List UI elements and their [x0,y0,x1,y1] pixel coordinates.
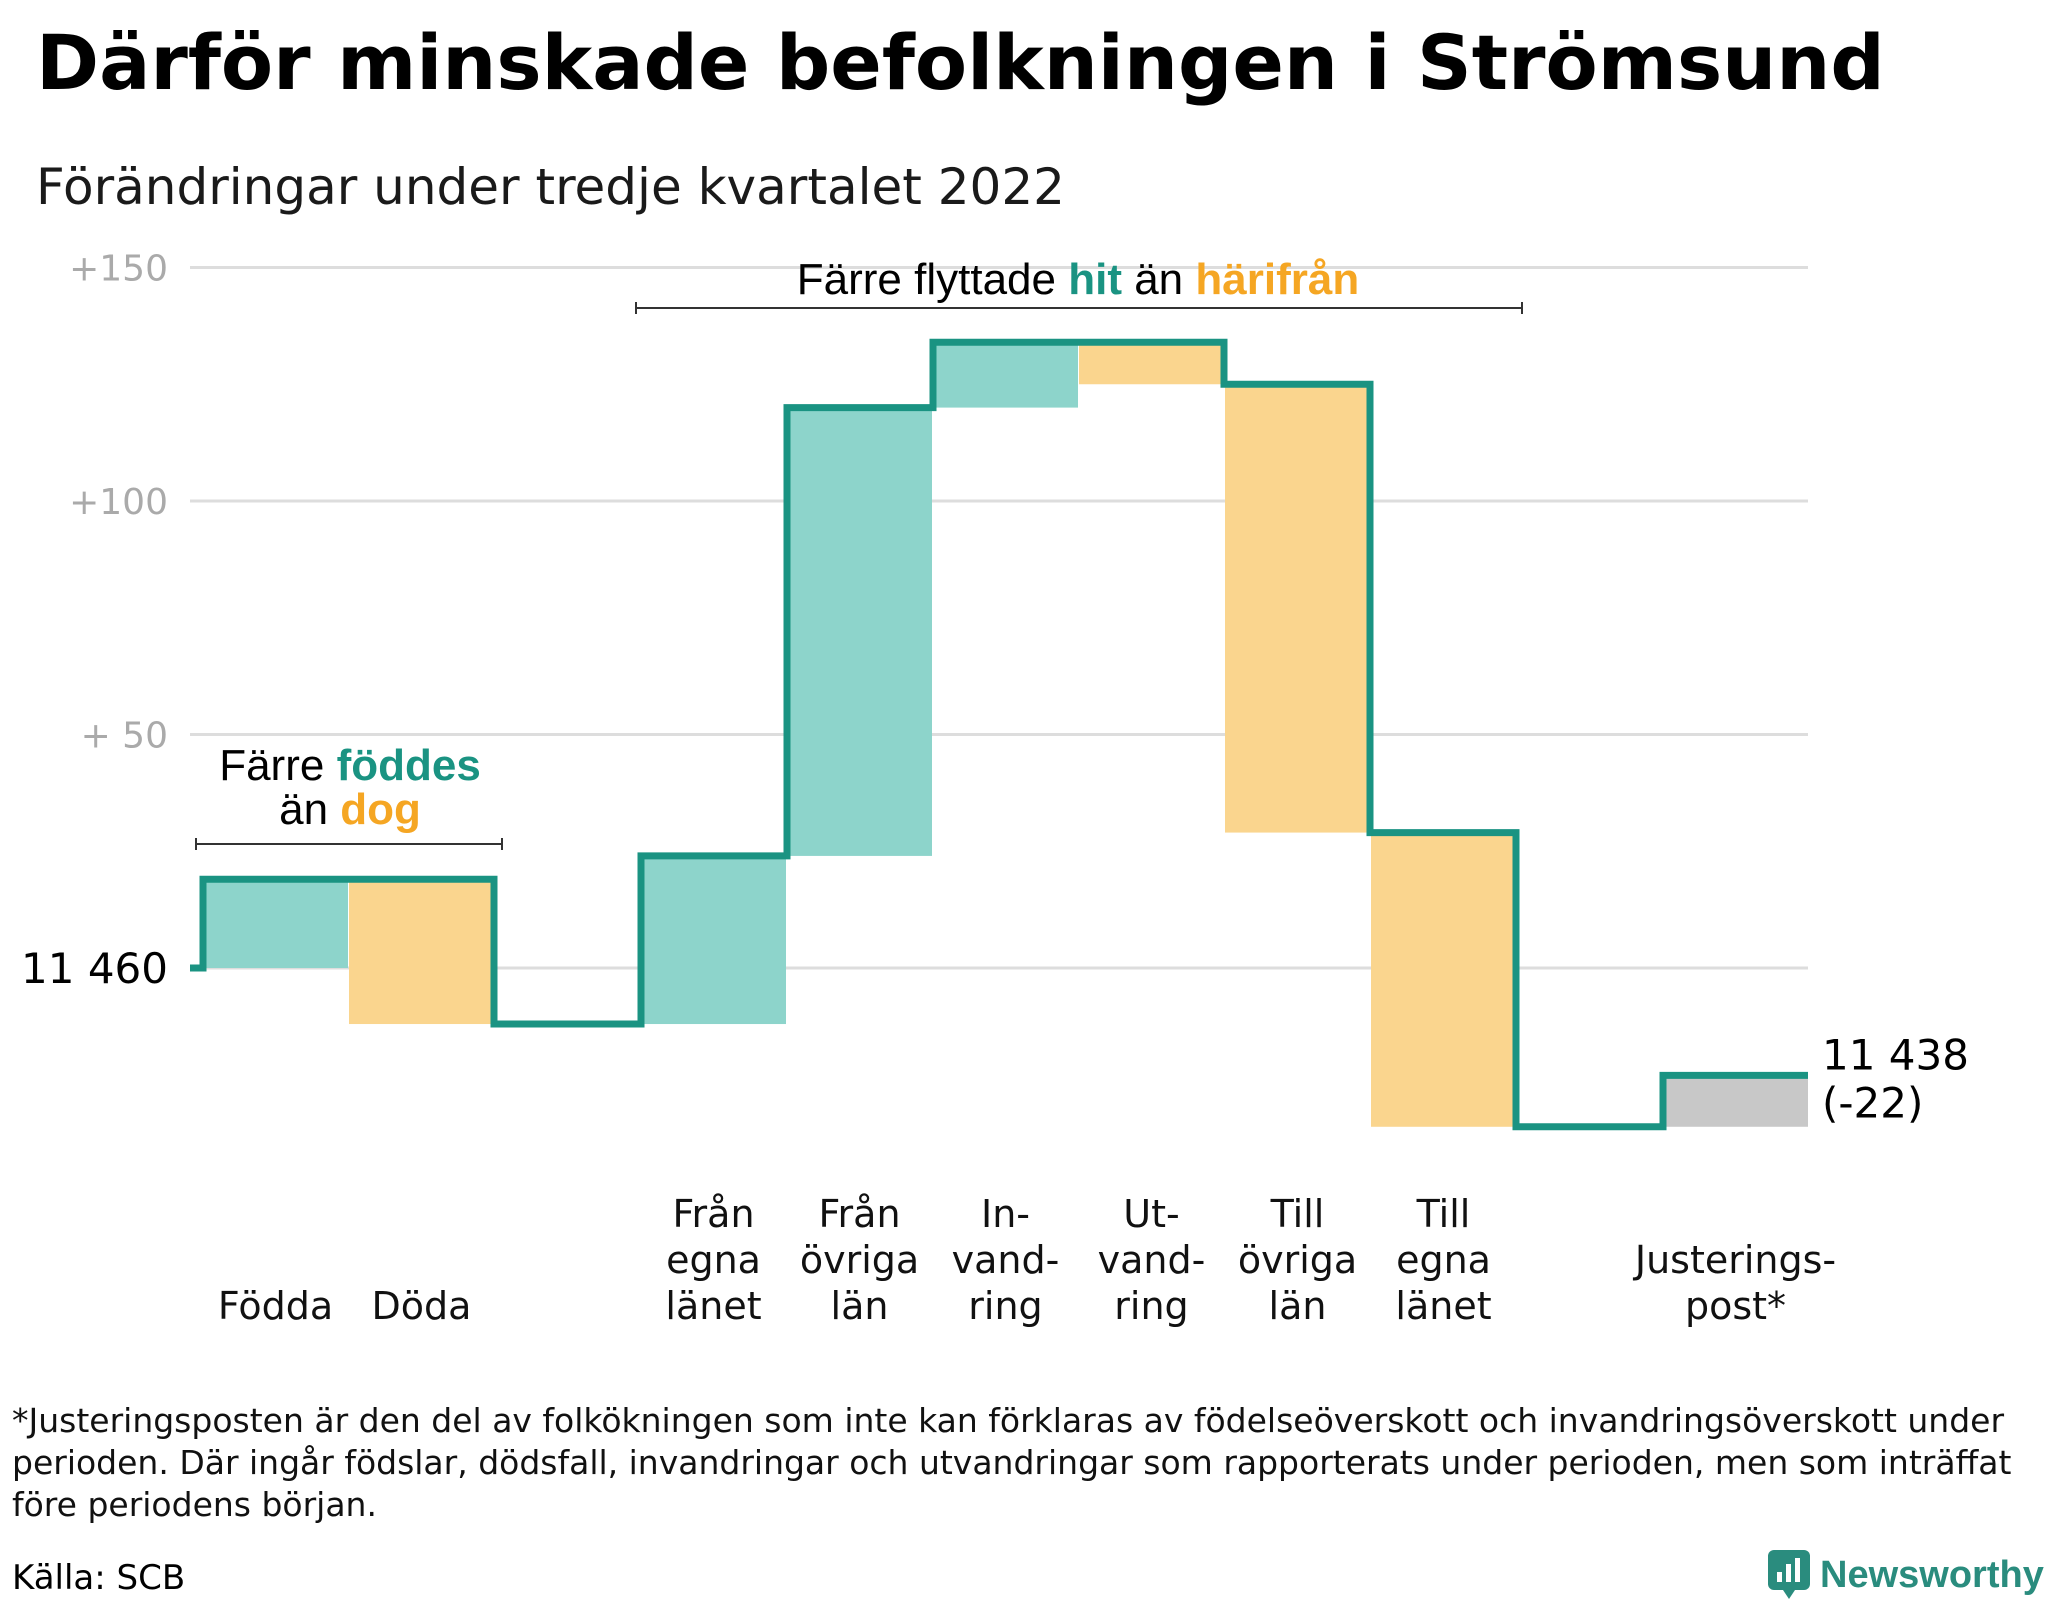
category-label: övriga [1238,1238,1357,1282]
category-label: Döda [372,1284,472,1328]
y-tick-label: +150 [69,249,168,290]
newsworthy-logo-icon [1768,1550,1810,1599]
annotation-births-line1: Färre föddes [219,741,481,790]
brand-name: Newsworthy [1820,1553,2044,1596]
category-label: Från [818,1192,900,1236]
chart-subtitle: Förändringar under tredje kvartalet 2022 [36,158,1065,216]
category-label: Ut- [1123,1192,1179,1236]
category-label: Till [1416,1192,1471,1236]
category-label: egna [666,1238,761,1282]
waterfall-bar [349,879,494,1025]
footnote: *Justeringsposten är den del av folkökni… [12,1401,2012,1524]
chart-title: Därför minskade befolkningen i Strömsund [36,18,1885,107]
y-tick-label: +100 [69,482,168,523]
waterfall-bar [1225,384,1370,833]
source-label: Källa: SCB [12,1558,186,1598]
category-label: övriga [800,1238,919,1282]
category-label: länet [665,1284,761,1328]
category-label: Från [672,1192,754,1236]
category-label: län [1269,1284,1327,1328]
category-label: länet [1395,1284,1491,1328]
waterfall-bar [641,855,786,1025]
start-value-label: 11 460 [21,944,168,993]
annotation-migration-text: Färre flyttade hit än härifrån [797,255,1359,304]
annotation-bracket-migration [635,302,1523,314]
waterfall-bar [1371,832,1516,1127]
end-value-label: 11 438 [1822,1030,1969,1079]
waterfall-bar [787,407,932,856]
brand-logo: Newsworthy [1768,1550,2044,1600]
category-label: vand- [1098,1238,1206,1282]
end-change-label: (-22) [1822,1078,1923,1127]
waterfall-bar [1663,1075,1808,1127]
waterfall-bar [1079,342,1224,385]
bars [203,342,1808,1127]
category-label: län [831,1284,889,1328]
annotation-migration: Färre flyttade hit än härifrån [635,255,1523,314]
waterfall-bar [203,879,348,968]
category-label: Justerings- [1633,1238,1836,1282]
category-label: vand- [952,1238,1060,1282]
step-line-group [190,338,1808,1131]
annotation-bracket-births [195,838,503,850]
cumulative-step-line [190,338,1808,1131]
category-label: ring [968,1284,1042,1328]
annotation-births-deaths: Färre föddes än dog [195,741,503,850]
waterfall-bar [933,342,1078,408]
y-tick-label: + 50 [81,716,168,757]
category-label: In- [981,1192,1030,1236]
category-label: ring [1114,1284,1188,1328]
annotation-births-line2: än dog [279,785,421,834]
category-label: Födda [218,1284,333,1328]
category-label: egna [1396,1238,1491,1282]
category-label: Till [1270,1192,1325,1236]
category-label: post* [1685,1284,1786,1328]
